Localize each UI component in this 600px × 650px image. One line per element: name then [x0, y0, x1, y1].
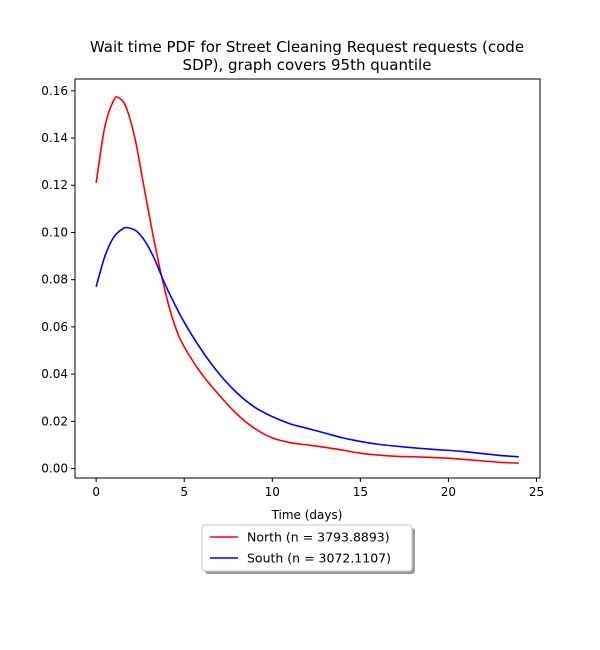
x-tick-label: 10 [265, 485, 280, 499]
legend-label: South (n = 3072.1107) [247, 551, 391, 566]
x-axis-ticks: 0 5 10 15 20 25 [92, 478, 544, 499]
x-tick-label: 5 [180, 485, 188, 499]
y-tick-label: 0.08 [41, 273, 68, 287]
chart-title-line2: SDP), graph covers 95th quantile [183, 56, 432, 74]
y-tick-label: 0.16 [41, 84, 68, 98]
plot-area [74, 78, 541, 479]
legend-entries: North (n = 3793.8893) South (n = 3072.110… [210, 530, 391, 566]
y-tick-label: 0.10 [41, 225, 68, 239]
legend-box [201, 524, 413, 572]
chart-title-line1: Wait time PDF for Street Cleaning Reques… [90, 38, 524, 56]
x-tick-label: 25 [529, 485, 544, 499]
y-tick-label: 0.12 [41, 178, 68, 192]
y-tick-label: 0.06 [41, 320, 68, 334]
y-tick-label: 0.02 [41, 414, 68, 428]
x-tick-label: 0 [92, 485, 100, 499]
series-line-south [95, 226, 519, 458]
legend: North (n = 3793.8893) South (n = 3072.110… [201, 524, 415, 574]
series-lines [95, 96, 519, 464]
y-axis-ticks: 0.00 0.02 0.04 0.06 0.08 0.10 0.12 0.14 0.16 [41, 84, 75, 476]
y-tick-label: 0.04 [41, 367, 68, 381]
x-tick-label: 20 [441, 485, 456, 499]
y-tick-label: 0.00 [41, 462, 68, 476]
x-tick-label: 15 [353, 485, 368, 499]
legend-label: North (n = 3793.8893) [247, 530, 390, 545]
x-axis-label: Time (days) [271, 508, 343, 522]
series-line-north [95, 96, 519, 464]
y-tick-label: 0.14 [41, 131, 68, 145]
